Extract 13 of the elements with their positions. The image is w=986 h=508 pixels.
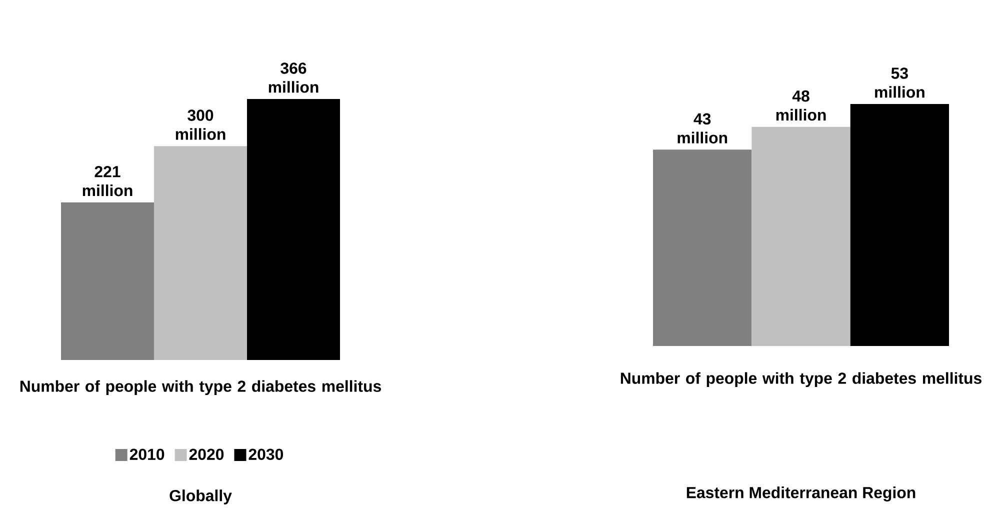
legend-label: 2020 <box>189 448 224 460</box>
data-label: 53 million <box>875 68 924 98</box>
data-label: 43 million <box>678 113 728 144</box>
legend-label: 2010 <box>130 448 164 460</box>
x-axis-title: Number of people with type 2 diabetes mellitus <box>20 380 381 396</box>
text: Globally <box>170 490 232 504</box>
legend-label: 2030 <box>248 448 284 460</box>
x-axis-title: Number of people with type 2 diabetes mellitus <box>620 372 982 388</box>
data-label: 366 million <box>268 62 318 93</box>
text: Eastern Mediterranean Region <box>686 486 916 502</box>
data-label: 221 million <box>82 166 132 196</box>
data-label: 48 million <box>776 90 826 121</box>
data-label: 300 million <box>176 110 226 140</box>
